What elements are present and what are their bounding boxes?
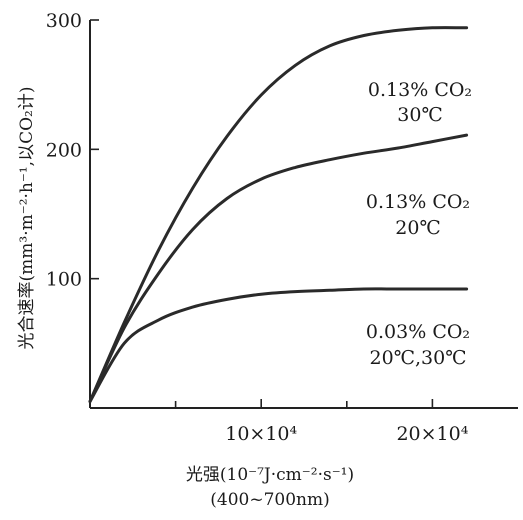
y-tick-label: 200 <box>46 139 82 161</box>
series-label-3: 0.03% CO₂ <box>366 321 470 343</box>
series-label-2: 0.13% CO₂ <box>366 191 470 213</box>
x-tick-label: 20×10⁴ <box>396 423 468 445</box>
x-tick-label: 10×10⁴ <box>225 423 297 445</box>
series-line-3 <box>88 287 469 403</box>
axes: 100 200 300 10×10⁴ 20×10⁴ <box>46 10 518 445</box>
series-line-2 <box>88 133 469 403</box>
series-label-2-condition: 20℃ <box>395 217 440 239</box>
x-axis-title-range: (400~700nm) <box>210 490 329 510</box>
series-labels: 0.13% CO₂ 30℃ 0.13% CO₂ 20℃ 0.03% CO₂ 20℃,30℃ <box>366 79 472 369</box>
curves <box>88 26 469 403</box>
y-tick-label: 100 <box>46 269 82 291</box>
series-label-1: 0.13% CO₂ <box>368 79 472 101</box>
series-label-3-condition: 20℃,30℃ <box>370 347 467 369</box>
series-line-1 <box>88 26 469 403</box>
y-axis-title: 光合速率(mm³·m⁻²·h⁻¹,以CO₂计) <box>17 87 37 350</box>
y-tick-label: 300 <box>46 10 82 32</box>
series-label-1-condition: 30℃ <box>397 104 442 126</box>
x-axis-title: 光强(10⁻⁷J·cm⁻²·s⁻¹) <box>186 465 354 485</box>
